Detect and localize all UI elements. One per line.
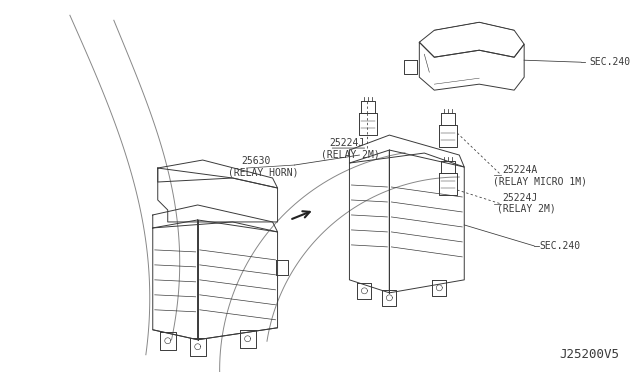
Text: (RELAY MICRO 1M): (RELAY MICRO 1M) [493, 176, 588, 186]
Text: 25224J: 25224J [502, 193, 538, 203]
Text: J25200V5: J25200V5 [559, 348, 619, 361]
Text: SEC.240: SEC.240 [589, 57, 630, 67]
Text: 25224A: 25224A [502, 165, 538, 175]
Text: (RELAY 2M): (RELAY 2M) [321, 149, 380, 159]
Text: 25630: 25630 [242, 156, 271, 166]
Text: SEC.240: SEC.240 [539, 241, 580, 251]
Text: 25224J: 25224J [330, 138, 365, 148]
Text: (RELAY 2M): (RELAY 2M) [497, 204, 556, 214]
Text: (RELAY HORN): (RELAY HORN) [228, 167, 298, 177]
